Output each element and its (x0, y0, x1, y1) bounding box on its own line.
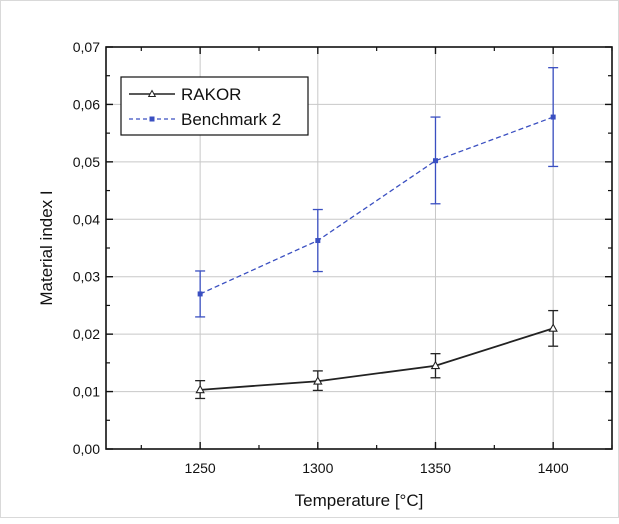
series-rakor (195, 309, 559, 400)
series-layer (195, 67, 559, 400)
data-point (313, 376, 323, 385)
y-tick-label: 0,03 (73, 269, 100, 285)
y-tick-label: 0,00 (73, 441, 100, 457)
data-point (548, 323, 558, 332)
y-tick-label: 0,06 (73, 96, 100, 112)
data-point (315, 238, 321, 244)
axis-ticks: 0,00 0,01 0,02 0,03 0,04 0,05 0,06 0,07 1250 1300… (73, 39, 613, 476)
y-tick-label: 0,07 (73, 39, 100, 55)
y-tick-label: 0,01 (73, 384, 100, 400)
x-tick-label: 1400 (538, 460, 569, 476)
data-point (197, 291, 203, 297)
series-line-rakor (200, 327, 554, 391)
y-axis-title: Material index I (37, 190, 56, 305)
x-axis-title: Temperature [°C] (295, 491, 424, 510)
legend-box (120, 76, 309, 136)
legend-marker-rakor (147, 89, 157, 97)
legend-marker-benchmark-2 (149, 116, 155, 122)
data-point (550, 114, 556, 120)
legend-label-rakor: RAKOR (181, 85, 241, 104)
series-line-benchmark-2 (199, 116, 554, 295)
x-tick-label: 1350 (420, 460, 451, 476)
y-tick-label: 0,02 (73, 326, 100, 342)
data-point (430, 360, 441, 370)
x-tick-label: 1300 (302, 460, 333, 476)
legend-label-benchmark-2: Benchmark 2 (181, 110, 281, 129)
legend: RAKOR Benchmark 2 (120, 76, 309, 136)
y-tick-label: 0,05 (73, 154, 100, 170)
x-tick-label: 1250 (185, 460, 216, 476)
series-benchmark-2 (195, 67, 559, 318)
data-point (432, 158, 438, 164)
y-tick-label: 0,04 (73, 211, 100, 227)
data-point (195, 384, 205, 394)
